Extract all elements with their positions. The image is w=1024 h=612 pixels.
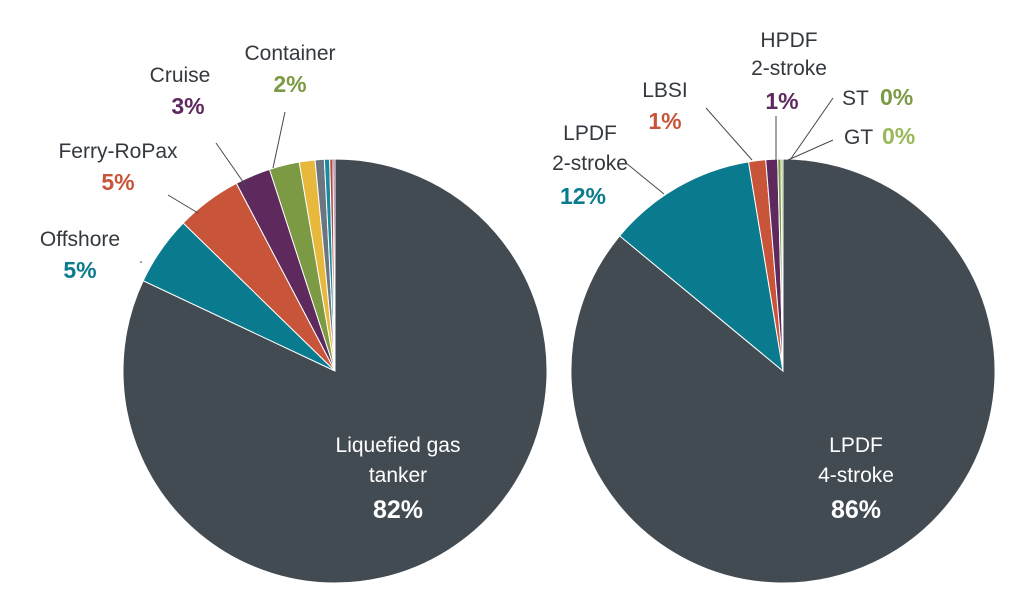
slice-label-hpdf-2-stroke-line-1: HPDF xyxy=(760,29,817,52)
leader-line-ferry-ropax xyxy=(167,194,199,214)
slice-pct-hpdf-2-stroke: 1% xyxy=(765,88,798,114)
leader-line-container xyxy=(272,111,286,169)
slice-label-liquefied-gas-tanker-line-1: Liquefied gas xyxy=(336,434,461,457)
slice-pct-liquefied-gas-tanker: 82% xyxy=(373,496,423,524)
leader-line-st xyxy=(789,97,834,161)
slice-label-offshore: Offshore xyxy=(40,228,120,251)
slice-pct-ferry-ropax: 5% xyxy=(101,169,134,195)
leader-line-cruise xyxy=(215,142,247,187)
leader-line-lpdf-2-stroke xyxy=(625,162,665,195)
leader-line-gt xyxy=(787,139,834,161)
pie-slice-lpdf-2-stroke xyxy=(618,161,784,373)
slice-label-lpdf-2-stroke-line-2: 2-stroke xyxy=(552,152,628,175)
slice-pct-cruise: 3% xyxy=(171,93,204,119)
slice-pct-container: 2% xyxy=(273,71,306,97)
slice-label-lpdf-4-stroke-line-1: LPDF xyxy=(829,434,883,457)
slice-pct-offshore: 5% xyxy=(63,257,96,283)
pie-slice-minor-9 xyxy=(332,158,336,372)
slice-pct-lbsi: 1% xyxy=(648,108,681,134)
slice-label-gt: GT xyxy=(844,126,873,149)
slice-pct-lpdf-2-stroke: 12% xyxy=(560,183,606,209)
pie-chart-2: LPDF 4-stroke 86% LPDF 2-stroke 12% LBSI 1% HPDF… xyxy=(552,29,996,584)
slice-label-ferry-ropax: Ferry-RoPax xyxy=(58,140,178,163)
slice-label-cruise: Cruise xyxy=(150,64,211,87)
leader-line-lbsi xyxy=(705,107,753,161)
slice-pct-gt: 0% xyxy=(882,123,915,149)
pie-slice-liquefied-gas-tanker xyxy=(122,158,548,584)
slice-label-lbsi: LBSI xyxy=(642,79,688,102)
slice-label-container: Container xyxy=(244,42,335,65)
slice-label-liquefied-gas-tanker-line-2: tanker xyxy=(369,464,427,487)
slice-label-st: ST xyxy=(842,87,869,110)
slice-label-hpdf-2-stroke-line-2: 2-stroke xyxy=(751,57,827,80)
slice-pct-st: 0% xyxy=(880,84,913,110)
slice-label-lpdf-4-stroke-line-2: 4-stroke xyxy=(818,464,894,487)
slice-label-lpdf-2-stroke-line-1: LPDF xyxy=(563,122,617,145)
pie-chart-1: Liquefied gas tanker 82% Offshore 5% Ferry-Ro… xyxy=(40,42,548,584)
slice-pct-lpdf-4-stroke: 86% xyxy=(831,496,881,524)
pie-slice-gt xyxy=(780,158,784,372)
